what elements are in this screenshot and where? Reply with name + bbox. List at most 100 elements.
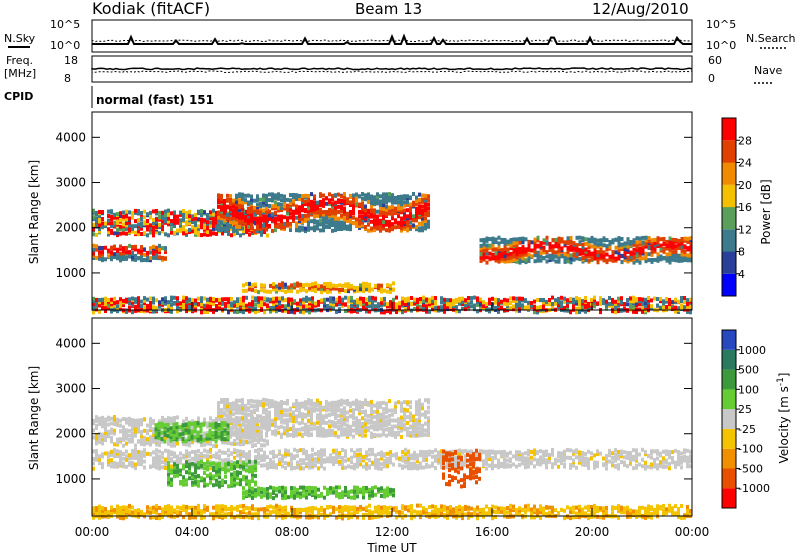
echo-cell [302, 283, 305, 288]
echo-cell [152, 221, 155, 226]
echo-cell [479, 252, 483, 257]
echo-cell [584, 456, 587, 461]
echo-cell [680, 451, 683, 456]
echo-cell [113, 454, 116, 459]
echo-cell [500, 237, 504, 242]
echo-cell [341, 283, 344, 288]
echo-cell [503, 250, 507, 255]
echo-cell [352, 204, 355, 209]
echo-cell [203, 448, 206, 453]
echo-cell [404, 447, 407, 452]
echo-cell [242, 283, 245, 288]
echo-cell [217, 413, 220, 418]
echo-cell [518, 457, 521, 462]
echo-cell [650, 245, 654, 250]
echo-cell [395, 452, 398, 457]
echo-cell [548, 302, 551, 307]
echo-cell [280, 214, 283, 219]
echo-cell [350, 304, 353, 308]
echo-cell [263, 228, 266, 233]
echo-cell [188, 441, 191, 446]
echo-cell [509, 450, 512, 455]
echo-cell [134, 253, 137, 258]
echo-cell [581, 450, 584, 455]
echo-cell [617, 456, 620, 461]
echo-cell [92, 305, 95, 310]
echo-cell [332, 302, 335, 307]
echo-cell [122, 298, 125, 303]
echo-cell [605, 454, 608, 458]
echo-cell [343, 199, 346, 203]
echo-cell [137, 300, 140, 305]
echo-cell [155, 209, 158, 213]
echo-cell [413, 307, 416, 311]
echo-cell [506, 298, 509, 303]
echo-cell [262, 397, 265, 402]
echo-cell [680, 303, 683, 308]
echo-cell [152, 456, 155, 461]
echo-cell [268, 223, 271, 228]
echo-cell [611, 460, 614, 465]
colorbar-tick-label: 4 [738, 268, 745, 281]
echo-cell [137, 248, 140, 253]
echo-cell [116, 454, 119, 458]
echo-cell [509, 457, 512, 462]
echo-cell [191, 220, 194, 225]
echo-cell [98, 457, 101, 462]
echo-cell [482, 251, 486, 256]
echo-cell [323, 458, 326, 463]
echo-cell [671, 257, 675, 262]
echo-cell [271, 228, 274, 233]
echo-cell [419, 299, 422, 304]
echo-cell [332, 286, 335, 291]
echo-cell [385, 228, 388, 233]
echo-cell [110, 254, 113, 259]
echo-cell [668, 306, 671, 311]
echo-cell [257, 437, 260, 442]
echo-cell [260, 463, 263, 468]
echo-cell [236, 310, 239, 314]
echo-cell [406, 214, 409, 219]
echo-cell [316, 213, 319, 218]
echo-cell [548, 248, 552, 252]
echo-cell [446, 304, 449, 309]
echo-cell [404, 301, 407, 306]
echo-cell [352, 210, 355, 215]
echo-cell [227, 458, 230, 463]
echo-cell [424, 216, 427, 221]
echo-cell [161, 451, 164, 456]
echo-cell [647, 239, 651, 244]
echo-cell [482, 300, 485, 305]
echo-cell [545, 259, 549, 264]
echo-cell [683, 300, 686, 305]
echo-cell [92, 251, 95, 256]
echo-cell [515, 240, 519, 245]
echo-cell [382, 216, 385, 221]
colorbar-tick-label: 12 [738, 223, 752, 236]
echo-cell [578, 310, 581, 314]
echo-cell [434, 454, 437, 459]
echo-cell [313, 209, 316, 214]
echo-cell [400, 222, 403, 227]
echo-cell [274, 204, 277, 208]
echo-cell [262, 425, 265, 430]
echo-cell [593, 300, 596, 304]
echo-cell [578, 248, 582, 253]
echo-cell [509, 296, 512, 301]
echo-cell [548, 452, 551, 457]
echo-cell [494, 450, 497, 455]
echo-cell [232, 229, 235, 234]
echo-cell [320, 290, 323, 295]
echo-cell [218, 449, 221, 454]
echo-cell [259, 418, 262, 423]
echo-cell [539, 462, 542, 467]
echo-cell [569, 236, 573, 240]
echo-cell [331, 208, 334, 213]
echo-cell [131, 245, 134, 249]
echo-cell [209, 220, 212, 225]
echo-cell [290, 466, 293, 471]
echo-cell [113, 417, 116, 422]
echo-cell [479, 238, 483, 243]
echo-cell [217, 223, 220, 228]
echo-cell [244, 423, 247, 428]
